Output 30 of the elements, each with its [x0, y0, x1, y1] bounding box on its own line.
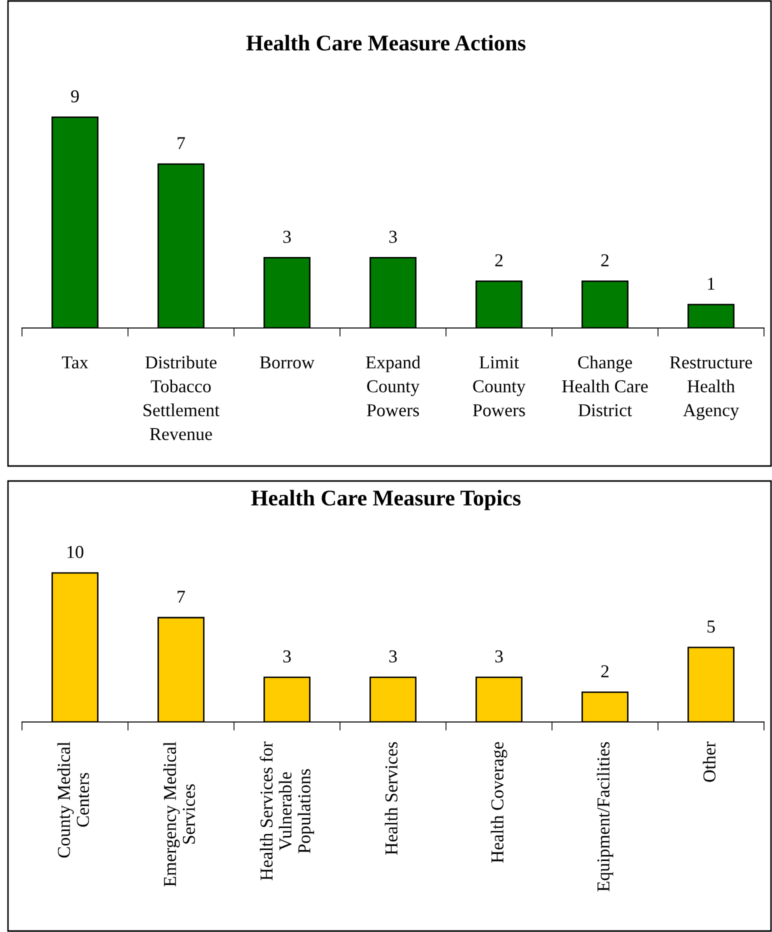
x-tick-label: Borrow — [260, 356, 315, 368]
x-tick-label: Distribute Tobacco Settlement Revenue — [144, 356, 220, 440]
x-tick-label: Equipment/Facilities — [596, 742, 614, 892]
x-tick-label: Health Services — [384, 742, 398, 855]
data-label: 3 — [389, 230, 397, 243]
data-label: 3 — [283, 650, 291, 662]
chart-title: Health Care Measure Topics — [251, 490, 521, 510]
data-label: 10 — [68, 546, 84, 558]
data-label: 5 — [708, 620, 715, 633]
x-tick-label: Expand County Powers — [366, 356, 420, 416]
data-label: 2 — [601, 254, 609, 266]
x-tick-label: County Medical Centers — [57, 742, 89, 858]
x-tick-label: Health Services for Vulnerable Populations — [260, 742, 314, 880]
x-tick-label: Health Coverage — [490, 742, 508, 863]
x-tick-label: Limit County Powers — [472, 356, 526, 416]
data-label: 2 — [601, 665, 609, 678]
x-tick-label: Change Health Care District — [562, 356, 648, 416]
data-label: 3 — [389, 650, 397, 662]
data-label: 9 — [71, 90, 79, 102]
data-label: 7 — [178, 590, 185, 603]
data-label: 3 — [283, 230, 291, 243]
data-label: 2 — [495, 254, 503, 266]
x-tick-label: Other — [702, 742, 716, 782]
x-tick-label: Emergency Medical Services — [163, 742, 195, 886]
x-tick-label: Restructure Health Agency — [670, 356, 752, 420]
x-tick-label: Tax — [62, 356, 88, 368]
data-label: 3 — [495, 650, 503, 662]
data-label: 1 — [708, 278, 714, 290]
chart-title: Health Care Measure Actions — [246, 34, 526, 51]
data-label: 7 — [178, 137, 185, 150]
